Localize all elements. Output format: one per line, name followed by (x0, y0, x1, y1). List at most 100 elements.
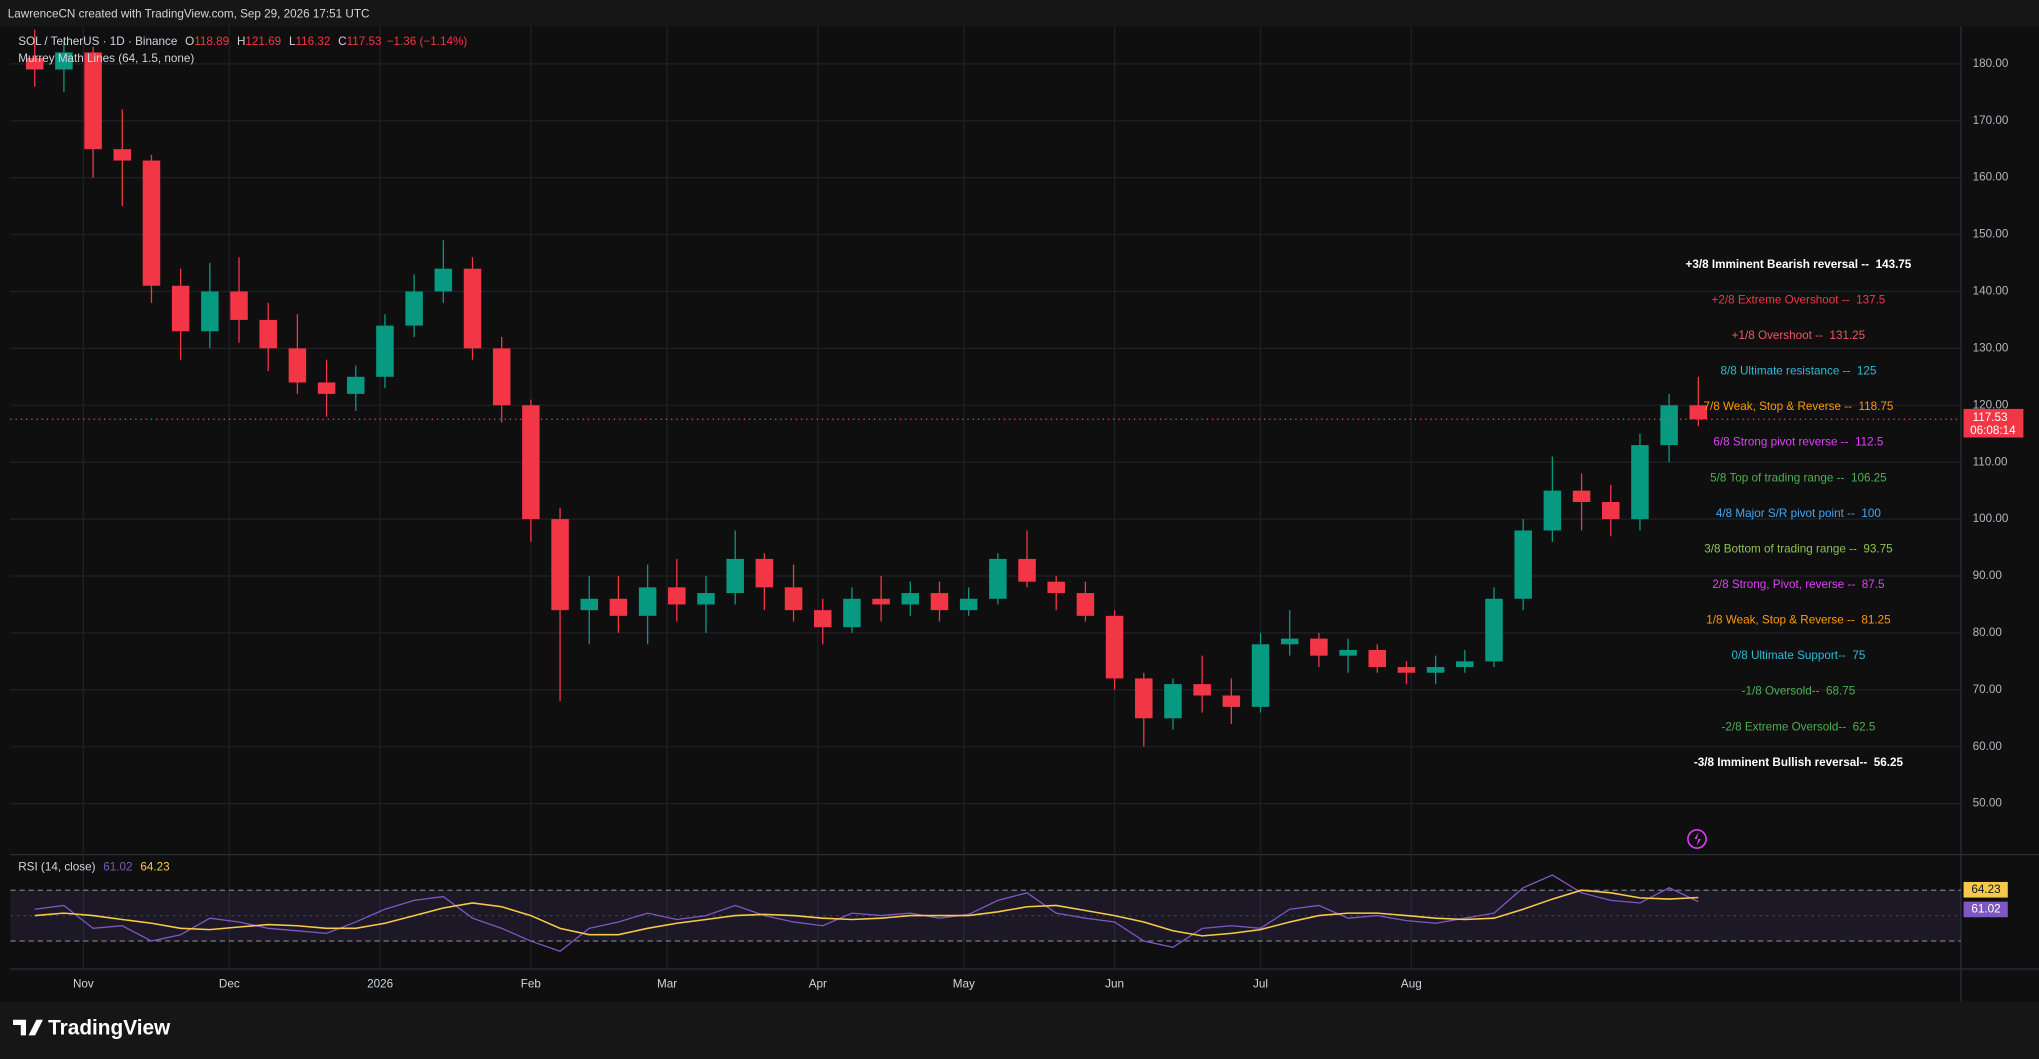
candle (1222, 678, 1241, 724)
x-tick-label: Feb (521, 978, 542, 991)
x-tick-label: May (953, 978, 975, 991)
candle-body (142, 160, 161, 286)
logo-icon (13, 1019, 43, 1036)
ohlc-value: 121.69 (245, 35, 281, 48)
candle (843, 587, 861, 633)
candle (1426, 655, 1445, 685)
y-tick-label: 60.00 (1973, 740, 2003, 753)
alert-icon[interactable] (1687, 829, 1707, 849)
candle (55, 41, 73, 93)
murrey-level: -1/8 Oversold-- 68.75 (1742, 685, 1856, 698)
candle-body (697, 593, 715, 605)
candle-body (668, 587, 686, 605)
candle (1105, 610, 1124, 690)
candle-body (1339, 649, 1357, 656)
y-tick-label: 120.00 (1973, 398, 2009, 411)
candle-body (784, 587, 803, 611)
candle (492, 336, 511, 423)
candle-body (813, 610, 832, 628)
candle-body (405, 291, 423, 326)
candle (1193, 655, 1211, 713)
murrey-label: 2/8 Strong, Pivot, reverse -- (1712, 578, 1855, 591)
candle (1047, 575, 1065, 611)
candle-body (288, 348, 307, 383)
candle (1135, 672, 1153, 747)
alert-circle[interactable] (1687, 829, 1707, 849)
candle (84, 46, 102, 178)
candle (142, 154, 161, 303)
candle (25, 29, 44, 87)
candle-body (989, 558, 1007, 599)
ohlc-key: C (338, 35, 346, 48)
candle-body (1485, 598, 1503, 662)
murrey-label: 6/8 Strong pivot reverse -- (1713, 436, 1848, 449)
rsi-axis-label: 64.23 (1971, 883, 2000, 896)
candle (784, 564, 803, 622)
y-tick-label: 70.00 (1973, 683, 2003, 696)
murrey-label: -2/8 Extreme Oversold-- (1721, 720, 1846, 733)
x-tick-label: 2026 (367, 978, 393, 991)
candle (1164, 678, 1182, 730)
murrey-value: 62.5 (1853, 720, 1876, 733)
murrey-value: 75 (1852, 649, 1866, 662)
murrey-value: 81.25 (1861, 614, 1891, 627)
candle (1514, 519, 1532, 611)
candle-body (1018, 558, 1036, 582)
candle (1689, 376, 1708, 427)
candle (1631, 433, 1649, 531)
candle (1310, 632, 1328, 668)
murrey-value: 131.25 (1829, 329, 1865, 342)
x-tick-label: Aug (1401, 978, 1422, 991)
candle (901, 581, 920, 616)
candle-body (609, 598, 628, 616)
candle-body (755, 558, 774, 588)
x-tick-label: Mar (657, 978, 677, 991)
candle-body (1689, 405, 1708, 420)
ohlc-change: −1.36 (−1.14%) (387, 35, 468, 48)
candle-body (872, 598, 890, 605)
candle (259, 302, 277, 372)
ohlc-value: 116.32 (295, 35, 330, 48)
x-tick-label: Nov (73, 978, 94, 991)
candle-body (55, 52, 73, 70)
y-tick-label: 80.00 (1973, 626, 2003, 639)
murrey-value: 106.25 (1851, 471, 1887, 484)
candle (1485, 587, 1503, 668)
candle-body (1105, 615, 1124, 679)
candle (813, 598, 832, 645)
y-tick-label: 130.00 (1973, 341, 2009, 354)
rsi-axis-box (1963, 881, 2008, 898)
candle-body (376, 325, 394, 377)
y-tick-label: 90.00 (1973, 569, 2003, 582)
candle (201, 262, 219, 349)
candle (551, 507, 569, 702)
candle (1543, 456, 1562, 542)
countdown: 06:08:14 (1970, 424, 2016, 437)
rsi-axis-box (1963, 901, 2008, 918)
y-tick-label: 160.00 (1973, 171, 2009, 184)
candle-body (901, 593, 920, 605)
y-tick-label: 170.00 (1973, 114, 2009, 127)
candle (288, 314, 307, 394)
candle (1368, 644, 1387, 673)
brand: TradingView (48, 1016, 171, 1039)
candle (1280, 610, 1299, 656)
rsi-legend-value: 61.02 (103, 861, 132, 874)
murrey-level: -3/8 Imminent Bullish reversal-- 56.25 (1694, 756, 1904, 769)
murrey-value: 87.5 (1862, 578, 1885, 591)
murrey-label: -1/8 Oversold-- (1742, 685, 1820, 698)
last-price-box (1963, 408, 2024, 438)
murrey-level: 7/8 Weak, Stop & Reverse -- 118.75 (1703, 400, 1893, 413)
candle-body (638, 587, 657, 616)
candle-body (317, 382, 336, 394)
murrey-level: 8/8 Ultimate resistance -- 125 (1720, 365, 1876, 378)
candle-body (843, 598, 861, 628)
alert-bolt[interactable] (1694, 832, 1701, 846)
candle (522, 399, 540, 542)
x-tick-label: Jun (1105, 978, 1124, 991)
candle-body (1280, 638, 1299, 645)
candle-body (1047, 581, 1065, 594)
rsi-line (34, 889, 1699, 937)
candle (317, 359, 336, 417)
